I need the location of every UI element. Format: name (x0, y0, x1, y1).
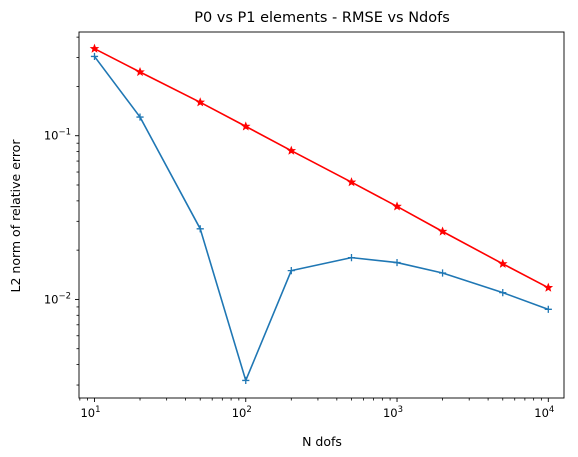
series-1-star-marker (286, 145, 297, 155)
x-tick-label: 103 (383, 405, 403, 420)
series-1-star-marker (437, 226, 448, 236)
series-2-plus-marker (347, 254, 356, 262)
x-tick-label: 102 (232, 405, 252, 420)
series-2-plus-marker (136, 113, 144, 121)
x-tick-label: 101 (80, 405, 100, 420)
axes-frame (78, 31, 565, 399)
series-2-plus-marker (242, 376, 250, 385)
x-axis-label: N dofs (302, 434, 342, 449)
series-1-star-marker (392, 201, 402, 211)
y-tick-label: 10−2 (44, 291, 71, 306)
series-1-star-marker (346, 177, 357, 187)
series-1-star-marker (240, 121, 251, 131)
chart-title: P0 vs P1 elements - RMSE vs Ndofs (194, 10, 450, 26)
series-1-star-marker (497, 258, 508, 268)
series-1-star-marker (195, 97, 206, 107)
series-1-star-marker (89, 43, 100, 53)
series-2-plus-marker (287, 267, 295, 275)
y-tick-label: 10−1 (44, 128, 71, 143)
series-2-plus-marker (438, 269, 447, 277)
series-2-plus-marker (499, 289, 507, 297)
plot-area: 101 102 103 104 10−2 10−1 (44, 31, 565, 420)
series-line-1 (94, 47, 549, 289)
y-axis-label: L2 norm of relative error (8, 139, 23, 293)
series-2-plus-marker (90, 52, 99, 61)
series-line-2 (93, 55, 549, 382)
series-2-plus-marker (393, 258, 401, 267)
series-2-plus-marker (544, 305, 552, 313)
series-2-plus-marker (196, 225, 204, 233)
x-tick-label: 104 (534, 405, 554, 420)
series-1-star-marker (543, 282, 554, 292)
series-1-star-marker (135, 66, 145, 77)
